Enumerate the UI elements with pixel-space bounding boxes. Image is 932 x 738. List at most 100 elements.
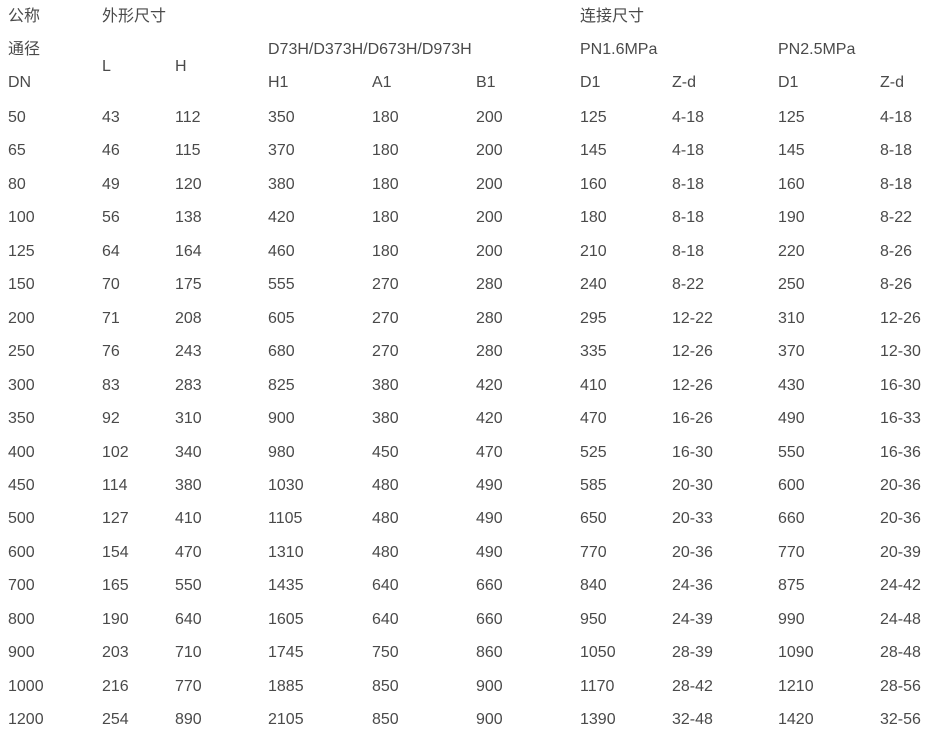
header-A1: A1 [372,74,392,91]
cell-pn16-D1: 585 [580,476,607,494]
cell-pn16-Zd: 16-26 [672,410,713,428]
cell-pn16-Zd: 12-26 [672,376,713,394]
header-outer-dims: 外形尺寸 [102,8,167,25]
cell-B1: 490 [476,510,503,528]
cell-A1: 640 [372,610,399,628]
cell-pn16-D1: 335 [580,343,607,361]
cell-pn25-D1: 250 [778,276,805,294]
cell-B1: 280 [476,276,503,294]
cell-pn25-Zd: 20-39 [880,543,921,561]
cell-H: 283 [175,376,202,394]
cell-B1: 420 [476,376,503,394]
cell-H: 243 [175,343,202,361]
cell-H1: 900 [268,410,295,428]
cell-L: 49 [102,175,120,193]
cell-B1: 660 [476,577,503,595]
cell-pn16-Zd: 8-18 [672,209,705,227]
cell-H1: 555 [268,276,295,294]
cell-H: 890 [175,711,202,729]
cell-H1: 350 [268,109,295,126]
cell-H1: 380 [268,175,295,193]
cell-dn: 400 [8,443,35,461]
cell-H: 112 [175,109,201,126]
cell-L: 56 [102,209,120,227]
cell-B1: 200 [476,109,503,126]
cell-H1: 2105 [268,711,304,729]
cell-pn25-Zd: 8-26 [880,276,913,294]
cell-pn16-Zd: 12-26 [672,343,713,361]
cell-pn16-Zd: 32-48 [672,711,713,729]
cell-L: 216 [102,677,129,695]
cell-H1: 1745 [268,644,304,662]
cell-A1: 850 [372,677,399,695]
header-pn25-D1: D1 [778,74,799,91]
header-pn16: PN1.6MPa [580,41,658,58]
cell-dn: 600 [8,543,35,561]
cell-pn16-D1: 295 [580,309,607,327]
cell-L: 203 [102,644,129,662]
cell-A1: 640 [372,577,399,595]
cell-dn: 200 [8,309,35,327]
cell-dn: 800 [8,610,35,628]
cell-pn16-Zd: 24-36 [672,577,713,595]
cell-B1: 900 [476,711,503,729]
cell-dn: 80 [8,175,26,193]
cell-pn25-D1: 430 [778,376,805,394]
cell-pn16-Zd: 20-36 [672,543,713,561]
cell-H: 770 [175,677,202,695]
cell-pn25-D1: 1090 [778,644,814,662]
cell-pn25-Zd: 8-26 [880,242,913,260]
cell-pn16-D1: 840 [580,577,607,595]
header-model-group: D73H/D373H/D673H/D973H [268,41,472,58]
cell-H: 310 [175,410,202,428]
cell-H: 380 [175,476,202,494]
header-pn25: PN2.5MPa [778,41,856,58]
header-connection-dims: 连接尺寸 [580,8,645,25]
cell-H: 164 [175,242,202,260]
cell-pn16-Zd: 24-39 [672,610,713,628]
cell-pn25-Zd: 12-26 [880,309,921,327]
cell-H: 120 [175,175,202,193]
cell-pn16-D1: 470 [580,410,607,428]
cell-A1: 380 [372,376,399,394]
cell-L: 254 [102,711,129,729]
cell-pn25-D1: 1420 [778,711,814,729]
cell-pn25-Zd: 8-18 [880,175,913,193]
cell-pn25-Zd: 20-36 [880,476,921,494]
cell-pn16-Zd: 28-39 [672,644,713,662]
cell-pn25-D1: 875 [778,577,805,595]
cell-H: 640 [175,610,202,628]
cell-dn: 900 [8,644,35,662]
cell-L: 76 [102,343,120,361]
cell-A1: 180 [372,175,399,193]
cell-pn16-D1: 1050 [580,644,616,662]
cell-dn: 250 [8,343,35,361]
cell-pn16-D1: 210 [580,242,607,260]
cell-A1: 180 [372,242,399,260]
cell-H1: 1105 [268,510,303,528]
cell-pn16-D1: 240 [580,276,607,294]
cell-pn16-D1: 160 [580,175,607,193]
cell-H: 175 [175,276,202,294]
cell-pn25-D1: 190 [778,209,805,227]
cell-pn25-Zd: 16-36 [880,443,921,461]
cell-B1: 490 [476,543,503,561]
cell-dn: 700 [8,577,35,595]
header-dn: DN [8,74,32,91]
cell-B1: 200 [476,142,503,160]
cell-dn: 65 [8,142,26,160]
cell-pn16-D1: 950 [580,610,607,628]
cell-pn16-D1: 410 [580,376,607,394]
cell-H: 410 [175,510,202,528]
cell-pn16-Zd: 4-18 [672,142,705,160]
cell-pn25-D1: 310 [778,309,805,327]
cell-pn25-D1: 660 [778,510,805,528]
header-L: L [102,58,111,75]
cell-H1: 680 [268,343,295,361]
cell-pn25-Zd: 8-18 [880,142,913,160]
cell-H1: 1435 [268,577,304,595]
cell-pn16-Zd: 20-33 [672,510,713,528]
cell-pn25-D1: 600 [778,476,805,494]
cell-pn25-D1: 160 [778,175,805,193]
cell-pn25-Zd: 20-36 [880,510,921,528]
